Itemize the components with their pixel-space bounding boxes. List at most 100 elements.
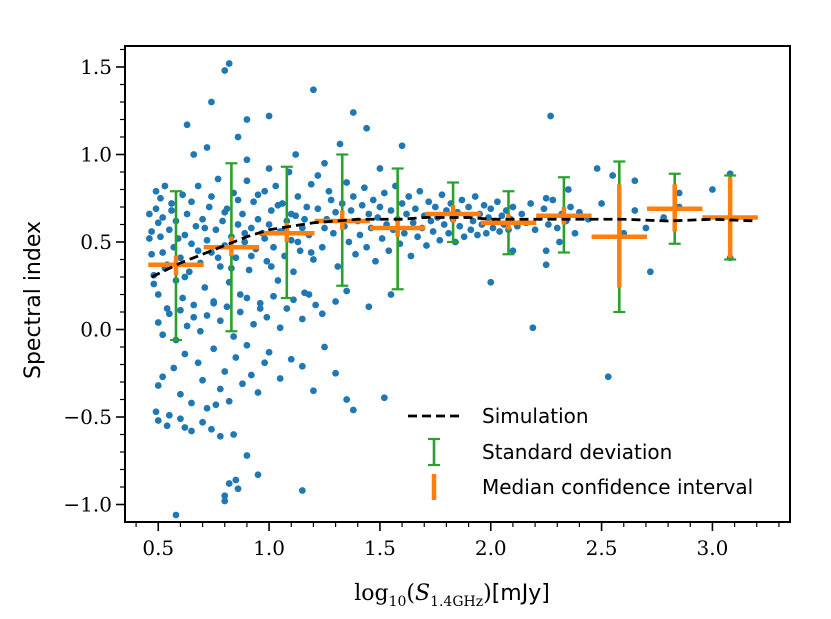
data-point [321,343,328,351]
data-point [369,196,377,204]
data-point [307,180,315,188]
data-point [256,305,264,312]
data-point [152,205,160,213]
data-point [387,291,395,298]
data-point [188,427,195,435]
data-point [465,203,472,211]
data-point [283,305,291,312]
data-point [239,380,246,388]
data-point [188,240,195,248]
data-point [245,266,253,274]
data-point [318,243,326,251]
data-point [276,324,284,332]
x-axis-title-log: log [354,581,388,606]
data-point [225,480,233,487]
data-point [234,485,242,493]
data-point [150,280,158,288]
data-point [221,497,229,505]
data-point [154,219,162,227]
data-point [287,355,295,363]
data-point [489,224,497,232]
data-point [185,268,193,276]
data-point [154,382,162,389]
data-point [631,207,639,214]
data-point [232,354,240,361]
data-point [372,257,379,265]
data-point [234,196,242,204]
data-point [361,184,368,192]
data-point [374,214,382,221]
data-point [407,252,415,260]
data-point [250,320,257,328]
data-point [216,432,224,440]
data-point [474,231,481,239]
data-point [203,236,211,244]
data-point [527,200,535,207]
data-point [310,86,317,94]
data-point [307,249,315,256]
data-point [230,431,238,438]
data-point [325,187,333,195]
data-point [214,175,222,183]
data-point [427,217,435,225]
data-point [294,193,302,200]
data-point [314,205,322,213]
data-point [212,226,220,234]
data-point [660,214,668,221]
data-point [398,142,406,150]
data-point [194,182,202,190]
data-point [274,277,282,284]
data-point [385,247,393,255]
data-point [531,226,539,234]
data-point [247,224,255,232]
axes: 0.5 1.0 1.5 2.0 2.5 3.0 −1.0 −0.5 0.0 0.5 1.0 1.5 [63,45,791,560]
data-point [159,214,167,221]
data-point [310,387,317,395]
data-point [363,243,371,251]
data-point [332,298,339,305]
data-point [183,210,191,218]
data-point [485,214,492,221]
data-point [154,319,162,326]
data-point [183,121,191,129]
data-point [553,224,561,232]
data-point [318,310,326,318]
data-point [225,397,233,405]
data-point [482,229,490,237]
data-point [256,299,264,307]
plot-frame [124,45,791,523]
data-point [349,406,357,414]
data-point [177,390,184,398]
x-axis-title-paren-close: ) [483,581,492,606]
data-point [321,159,328,167]
y-tick-label: 1.0 [80,143,112,167]
data-point [239,210,246,218]
data-point [157,194,164,202]
data-point [199,376,206,384]
data-point [181,231,189,239]
data-point [327,196,335,204]
legend-std-label: Standard deviation [482,440,672,464]
data-point [646,268,654,276]
data-point [274,201,282,209]
data-point [549,196,557,204]
data-point [542,261,550,269]
data-point [270,243,277,251]
data-point [194,359,202,367]
data-point [298,315,306,323]
data-point [609,172,617,179]
data-point [152,187,160,195]
data-point [270,292,277,300]
data-point [216,317,224,325]
data-point [298,224,306,232]
data-point [436,236,444,244]
data-point [190,151,198,158]
data-point [403,210,410,218]
data-point [458,196,466,204]
x-axis-title-base: 10 [389,594,407,610]
y-tick-label: 0.5 [80,230,112,254]
data-point [301,215,308,223]
data-point [152,408,160,416]
